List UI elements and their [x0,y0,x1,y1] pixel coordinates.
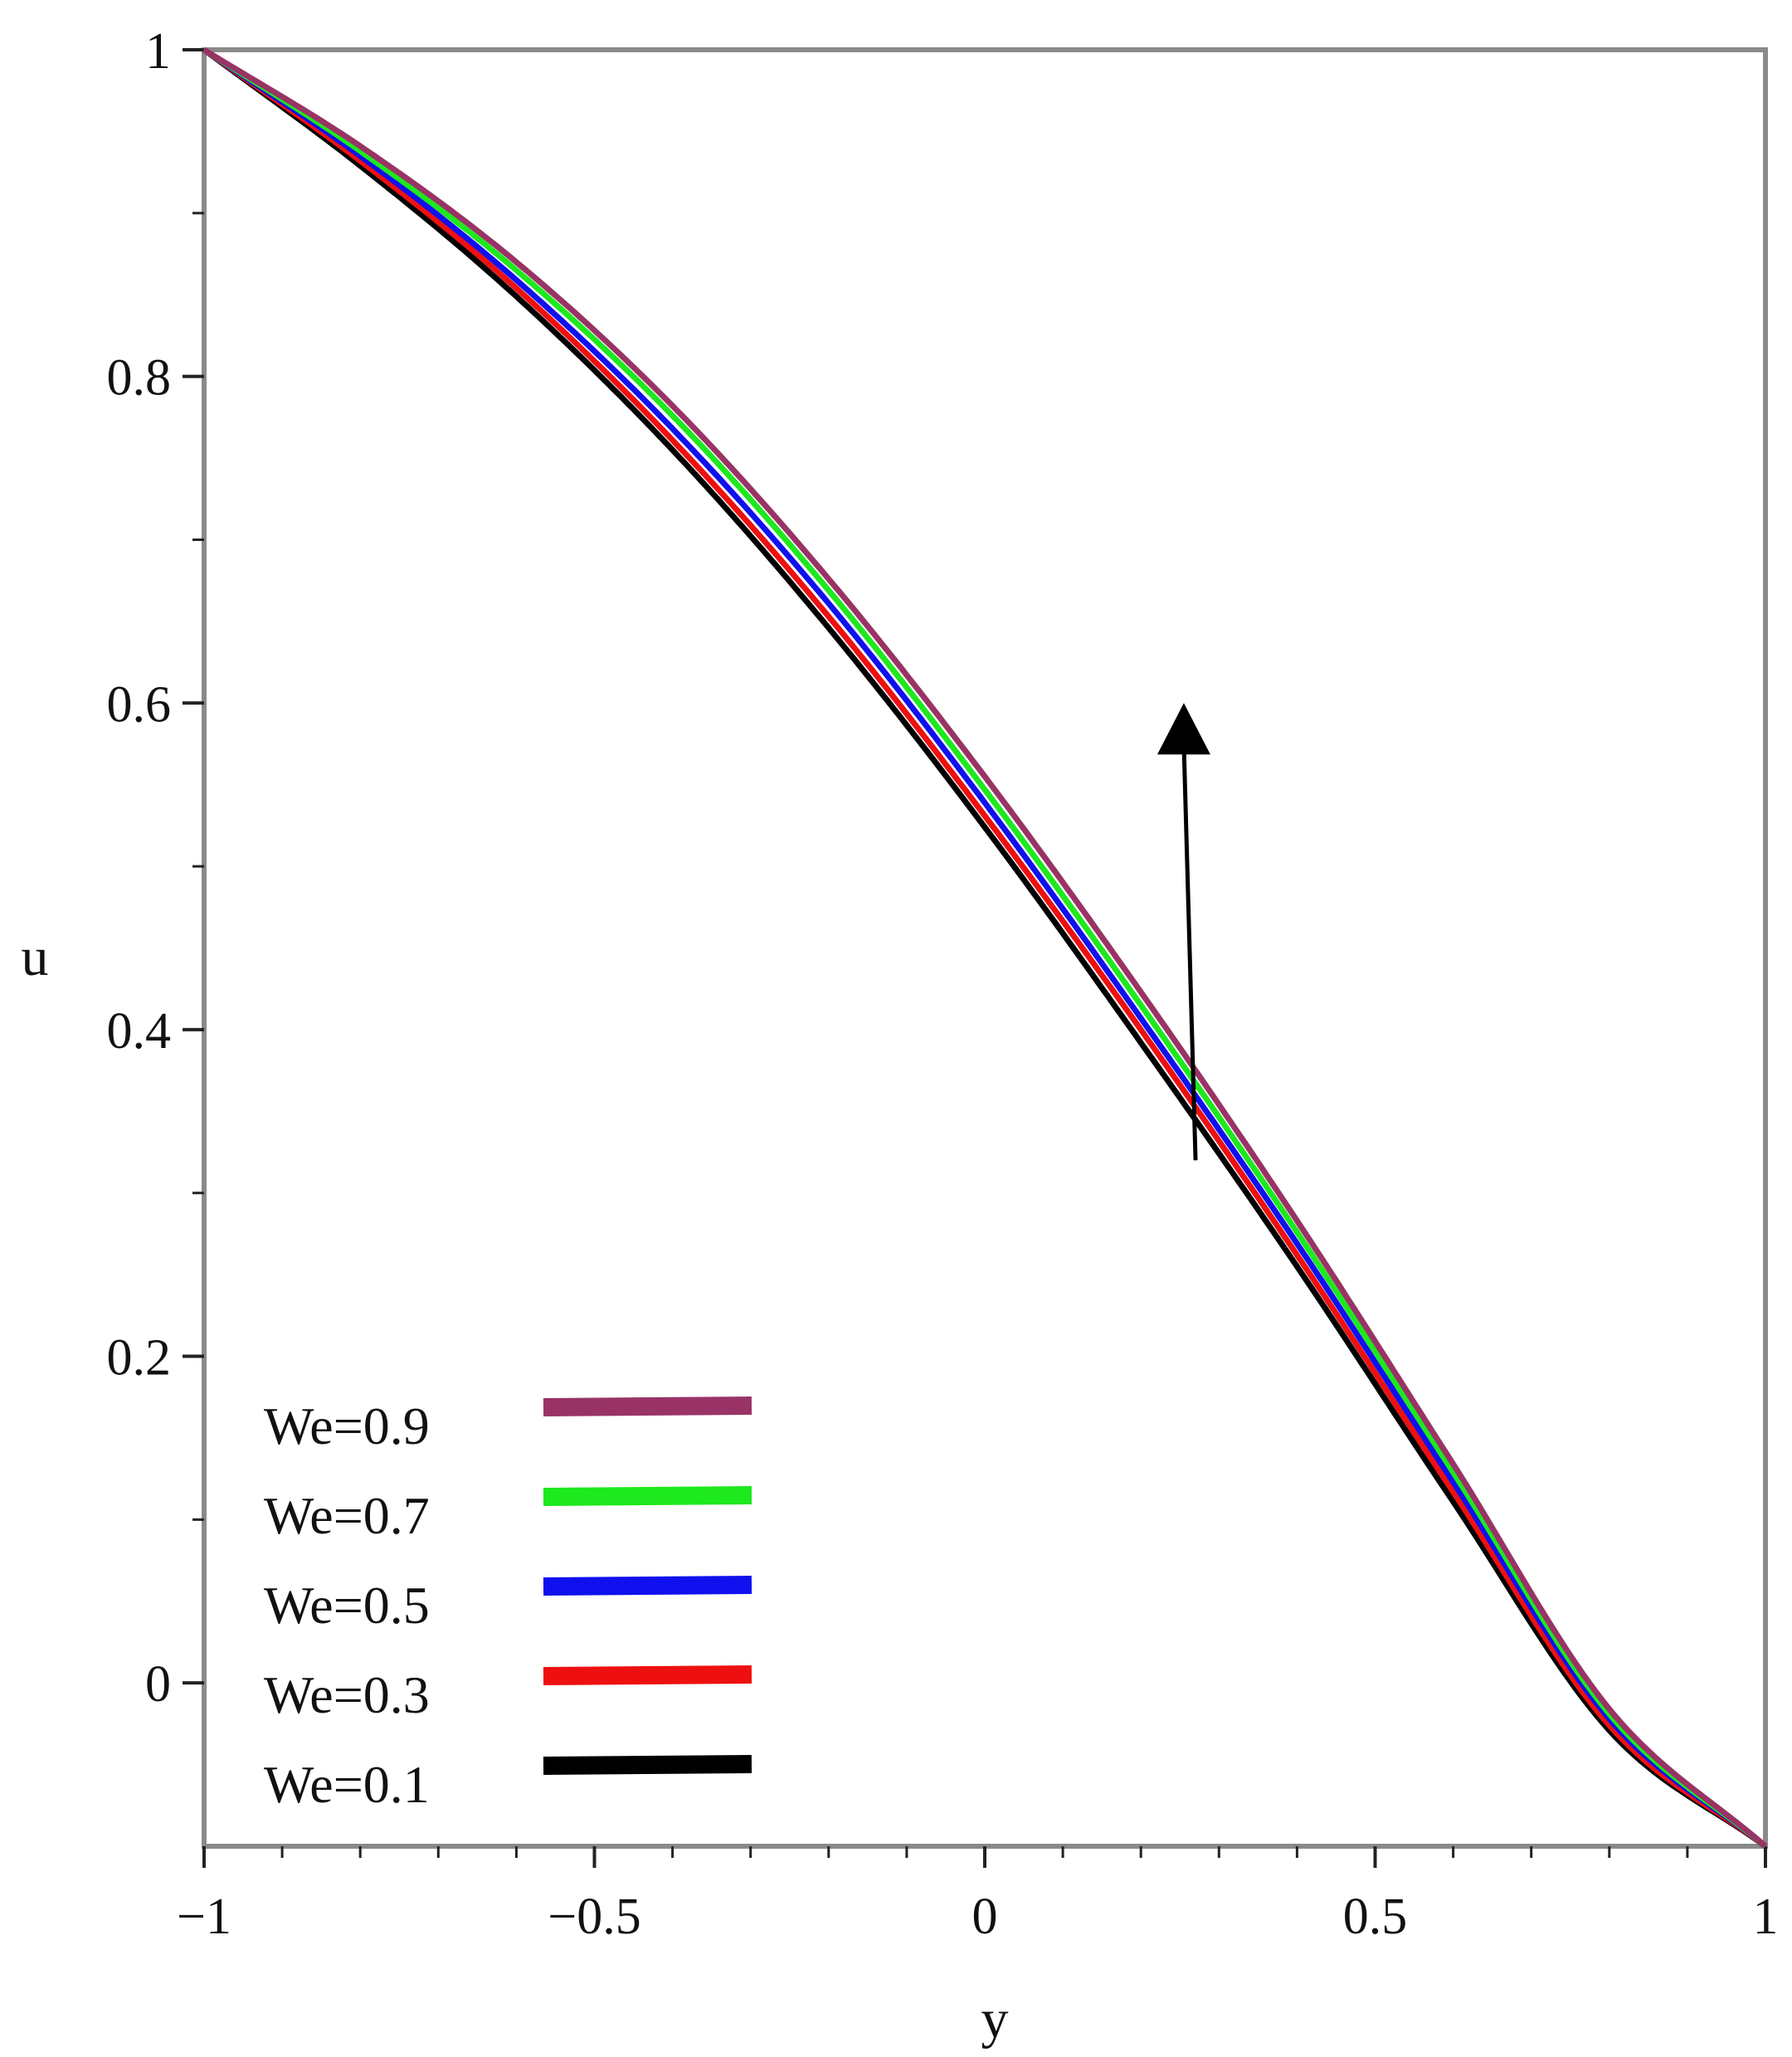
legend-swatch-we-0-5 [543,1576,752,1596]
trend-arrow-shaft [1181,744,1198,1161]
legend-label-we-0-1: We=0.1 [264,1755,430,1814]
x-tick-label: 0.5 [1343,1889,1408,1945]
y-tick-label: 0.8 [107,350,172,407]
y-tick-label: 0 [145,1656,171,1713]
legend-swatch-we-0-3 [543,1665,752,1685]
series-line-we-0-3 [202,47,1768,1849]
series-line-we-0-1 [202,47,1768,1849]
y-tick-label: 0.2 [107,1330,172,1387]
legend-swatch-we-0-9 [543,1397,752,1416]
series-line-we-0-5 [202,47,1768,1849]
y-axis-label: u [22,927,49,987]
legend-label-we-0-7: We=0.7 [264,1486,430,1545]
legend-label-we-0-3: We=0.3 [264,1665,430,1724]
trend-arrow-head [1157,703,1210,755]
x-axis-label: y [981,1989,1009,2050]
series-line-we-0-9 [202,47,1768,1849]
legend-label-we-0-5: We=0.5 [264,1576,430,1635]
plot-frame [202,47,1768,1849]
x-tick-label: 0 [972,1889,998,1945]
x-tick-label: 1 [1753,1889,1779,1945]
legend-swatch-we-0-7 [543,1486,752,1506]
y-tick-label: 0.6 [107,676,172,733]
legend-swatch-we-0-1 [543,1755,752,1775]
y-tick-label: 0.4 [107,1003,172,1060]
y-tick-label: 1 [145,23,171,80]
x-tick-label: −0.5 [548,1889,640,1945]
series-line-we-0-7 [202,47,1768,1849]
legend-label-we-0-9: We=0.9 [264,1397,430,1455]
x-tick-label: −1 [177,1889,231,1945]
